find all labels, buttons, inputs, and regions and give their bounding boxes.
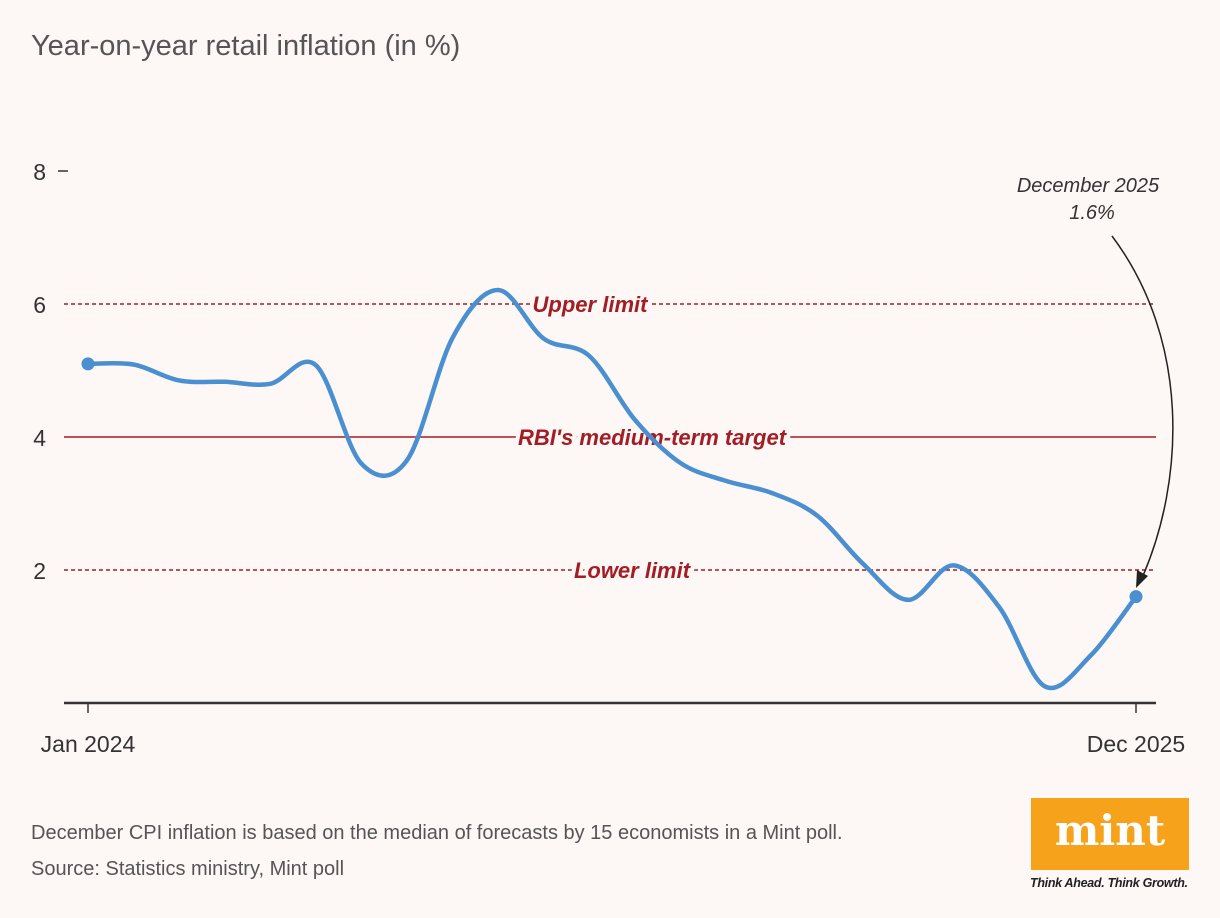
- y-tick-label: 2: [33, 558, 46, 584]
- annotation-value: 1.6%: [1069, 202, 1115, 224]
- mint-logo: mint: [1031, 798, 1189, 870]
- x-tick-label: Jan 2024: [41, 731, 136, 757]
- data-point: [81, 357, 95, 371]
- reference-line-label: Upper limit: [533, 292, 650, 317]
- y-tick-label: 8: [33, 159, 46, 185]
- reference-line-label: RBI's medium-term target: [518, 425, 788, 450]
- data-point: [1129, 590, 1143, 604]
- logo-tagline: Think Ahead. Think Growth.: [1030, 876, 1188, 890]
- chart-title: Year-on-year retail inflation (in %): [31, 30, 461, 62]
- reference-line-label: Lower limit: [574, 558, 692, 583]
- annotation-arrow: [1111, 235, 1174, 579]
- footnote: December CPI inflation is based on the m…: [31, 822, 843, 844]
- x-tick-label: Dec 2025: [1087, 731, 1185, 757]
- y-tick-label: 6: [33, 292, 46, 318]
- arrowhead-icon: [1136, 570, 1148, 588]
- y-tick-label: 4: [33, 425, 46, 451]
- annotation-label: December 2025: [1017, 175, 1160, 197]
- series-line: [87, 287, 1138, 691]
- source-note: Source: Statistics ministry, Mint poll: [31, 858, 345, 880]
